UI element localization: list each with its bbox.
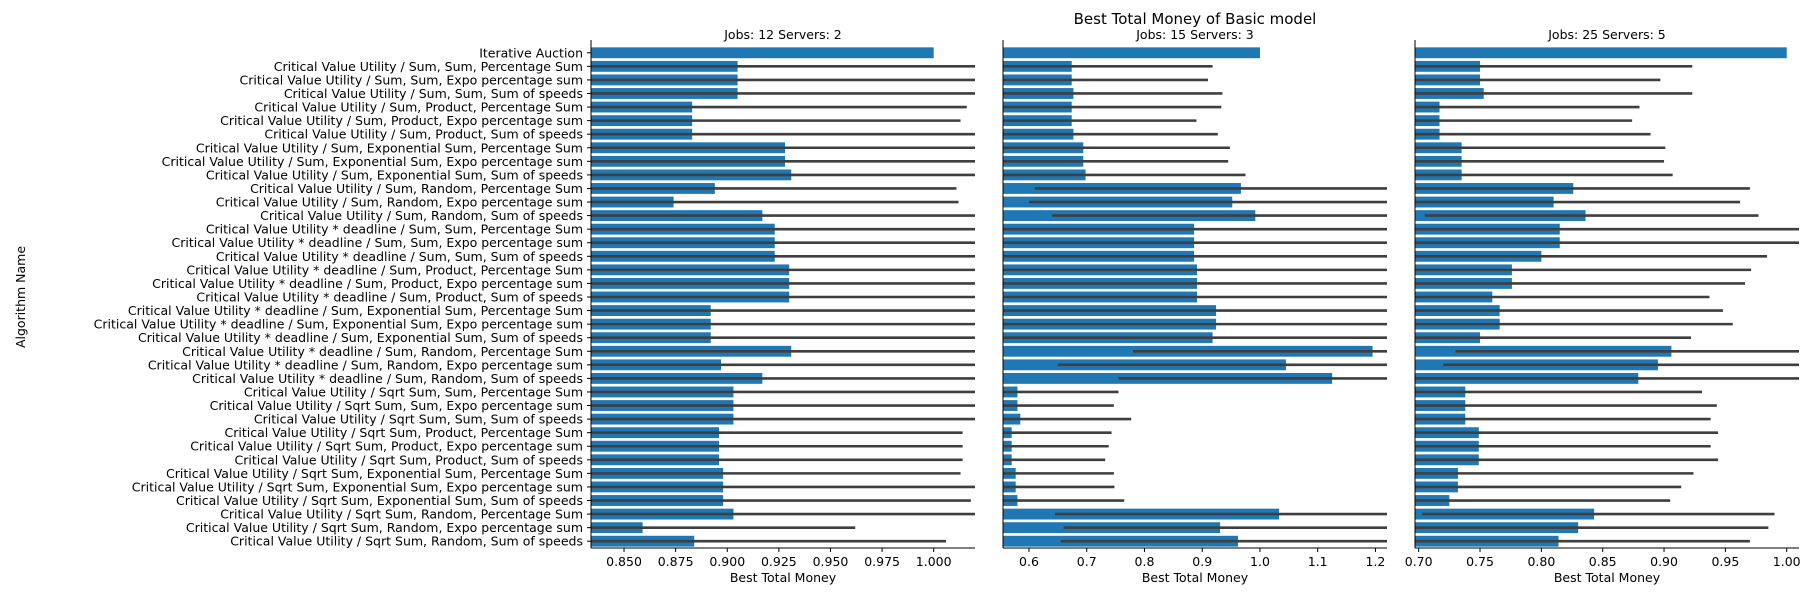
category-label: Critical Value Utility / Sum, Product, P… — [254, 100, 583, 115]
x-tick-label: 1.000 — [916, 554, 952, 569]
category-label: Critical Value Utility * deadline / Sum,… — [186, 262, 583, 277]
category-label: Critical Value Utility * deadline / Sum,… — [94, 317, 583, 332]
x-tick-label: 1.2 — [1366, 554, 1386, 569]
bar — [1003, 47, 1260, 59]
category-label: Critical Value Utility / Sum, Product, E… — [220, 113, 583, 128]
x-tick-label: 1.00 — [1773, 554, 1800, 569]
x-tick-label: 0.85 — [1589, 554, 1617, 569]
category-label: Critical Value Utility * deadline / Sum,… — [172, 235, 583, 250]
x-tick-label: 0.6 — [1019, 554, 1039, 569]
category-label: Critical Value Utility / Sqrt Sum, Produ… — [190, 439, 583, 454]
category-label: Critical Value Utility / Sum, Random, Ex… — [216, 195, 583, 210]
category-label: Critical Value Utility / Sqrt Sum, Sum, … — [254, 412, 583, 427]
category-label: Critical Value Utility / Sum, Product, S… — [264, 127, 583, 142]
x-tick-label: 0.7 — [1077, 554, 1097, 569]
category-label: Critical Value Utility / Sqrt Sum, Rando… — [230, 534, 583, 549]
x-tick-label: 0.950 — [813, 554, 849, 569]
category-label: Critical Value Utility / Sum, Random, Su… — [260, 208, 583, 223]
category-label: Critical Value Utility / Sqrt Sum, Expon… — [132, 479, 583, 494]
category-label: Critical Value Utility / Sqrt Sum, Rando… — [186, 520, 583, 535]
x-tick-label: 0.70 — [1405, 554, 1433, 569]
category-label: Critical Value Utility / Sqrt Sum, Sum, … — [244, 384, 583, 399]
x-tick-label: 0.95 — [1711, 554, 1739, 569]
panel-title: Jobs: 12 Servers: 2 — [723, 27, 842, 42]
category-label: Critical Value Utility / Sum, Exponentia… — [162, 154, 583, 169]
category-label: Critical Value Utility * deadline / Sum,… — [138, 330, 583, 345]
category-label: Critical Value Utility * deadline / Sum,… — [206, 222, 583, 237]
panel-title: Jobs: 25 Servers: 5 — [1547, 27, 1666, 42]
x-tick-label: 0.80 — [1527, 554, 1555, 569]
category-label: Critical Value Utility * deadline / Sum,… — [148, 357, 583, 372]
x-tick-label: 0.925 — [761, 554, 797, 569]
x-tick-label: 0.875 — [658, 554, 694, 569]
category-label: Critical Value Utility * deadline / Sum,… — [152, 276, 583, 291]
y-axis-label: Algorithm Name — [13, 246, 28, 348]
category-label: Critical Value Utility / Sum, Sum, Perce… — [274, 59, 583, 74]
category-label: Critical Value Utility / Sqrt Sum, Expon… — [166, 466, 583, 481]
x-tick-label: 0.90 — [1650, 554, 1678, 569]
chart-title: Best Total Money of Basic model — [1074, 10, 1317, 28]
x-tick-label: 0.9 — [1192, 554, 1212, 569]
bar — [591, 47, 934, 59]
x-axis-label: Best Total Money — [1142, 570, 1249, 585]
category-label: Critical Value Utility * deadline / Sum,… — [192, 371, 583, 386]
x-tick-label: 1.1 — [1308, 554, 1328, 569]
category-label: Critical Value Utility / Sqrt Sum, Rando… — [220, 507, 583, 522]
panel-title: Jobs: 15 Servers: 3 — [1135, 27, 1254, 42]
category-label: Critical Value Utility / Sqrt Sum, Produ… — [235, 452, 584, 467]
category-label: Critical Value Utility / Sum, Exponentia… — [196, 140, 583, 155]
x-axis-label: Best Total Money — [1554, 570, 1661, 585]
category-label: Critical Value Utility * deadline / Sum,… — [128, 303, 583, 318]
category-label: Critical Value Utility / Sum, Random, Pe… — [250, 181, 583, 196]
category-label: Critical Value Utility / Sum, Sum, Sum o… — [284, 86, 583, 101]
category-label: Critical Value Utility / Sum, Exponentia… — [206, 167, 583, 182]
x-tick-label: 0.975 — [864, 554, 900, 569]
category-label: Critical Value Utility * deadline / Sum,… — [216, 249, 583, 264]
x-tick-label: 0.850 — [606, 554, 642, 569]
category-label: Critical Value Utility / Sqrt Sum, Produ… — [224, 425, 583, 440]
x-axis-label: Best Total Money — [730, 570, 837, 585]
category-label: Critical Value Utility * deadline / Sum,… — [182, 344, 583, 359]
category-label: Iterative Auction — [479, 45, 583, 60]
category-label: Critical Value Utility / Sqrt Sum, Sum, … — [210, 398, 583, 413]
category-label: Critical Value Utility * deadline / Sum,… — [196, 290, 583, 305]
category-label: Critical Value Utility / Sqrt Sum, Expon… — [176, 493, 583, 508]
bar — [1415, 47, 1787, 59]
x-tick-label: 0.900 — [709, 554, 745, 569]
category-label: Critical Value Utility / Sum, Sum, Expo … — [240, 72, 583, 87]
x-tick-label: 1.0 — [1250, 554, 1270, 569]
x-tick-label: 0.8 — [1135, 554, 1155, 569]
x-tick-label: 0.75 — [1466, 554, 1494, 569]
